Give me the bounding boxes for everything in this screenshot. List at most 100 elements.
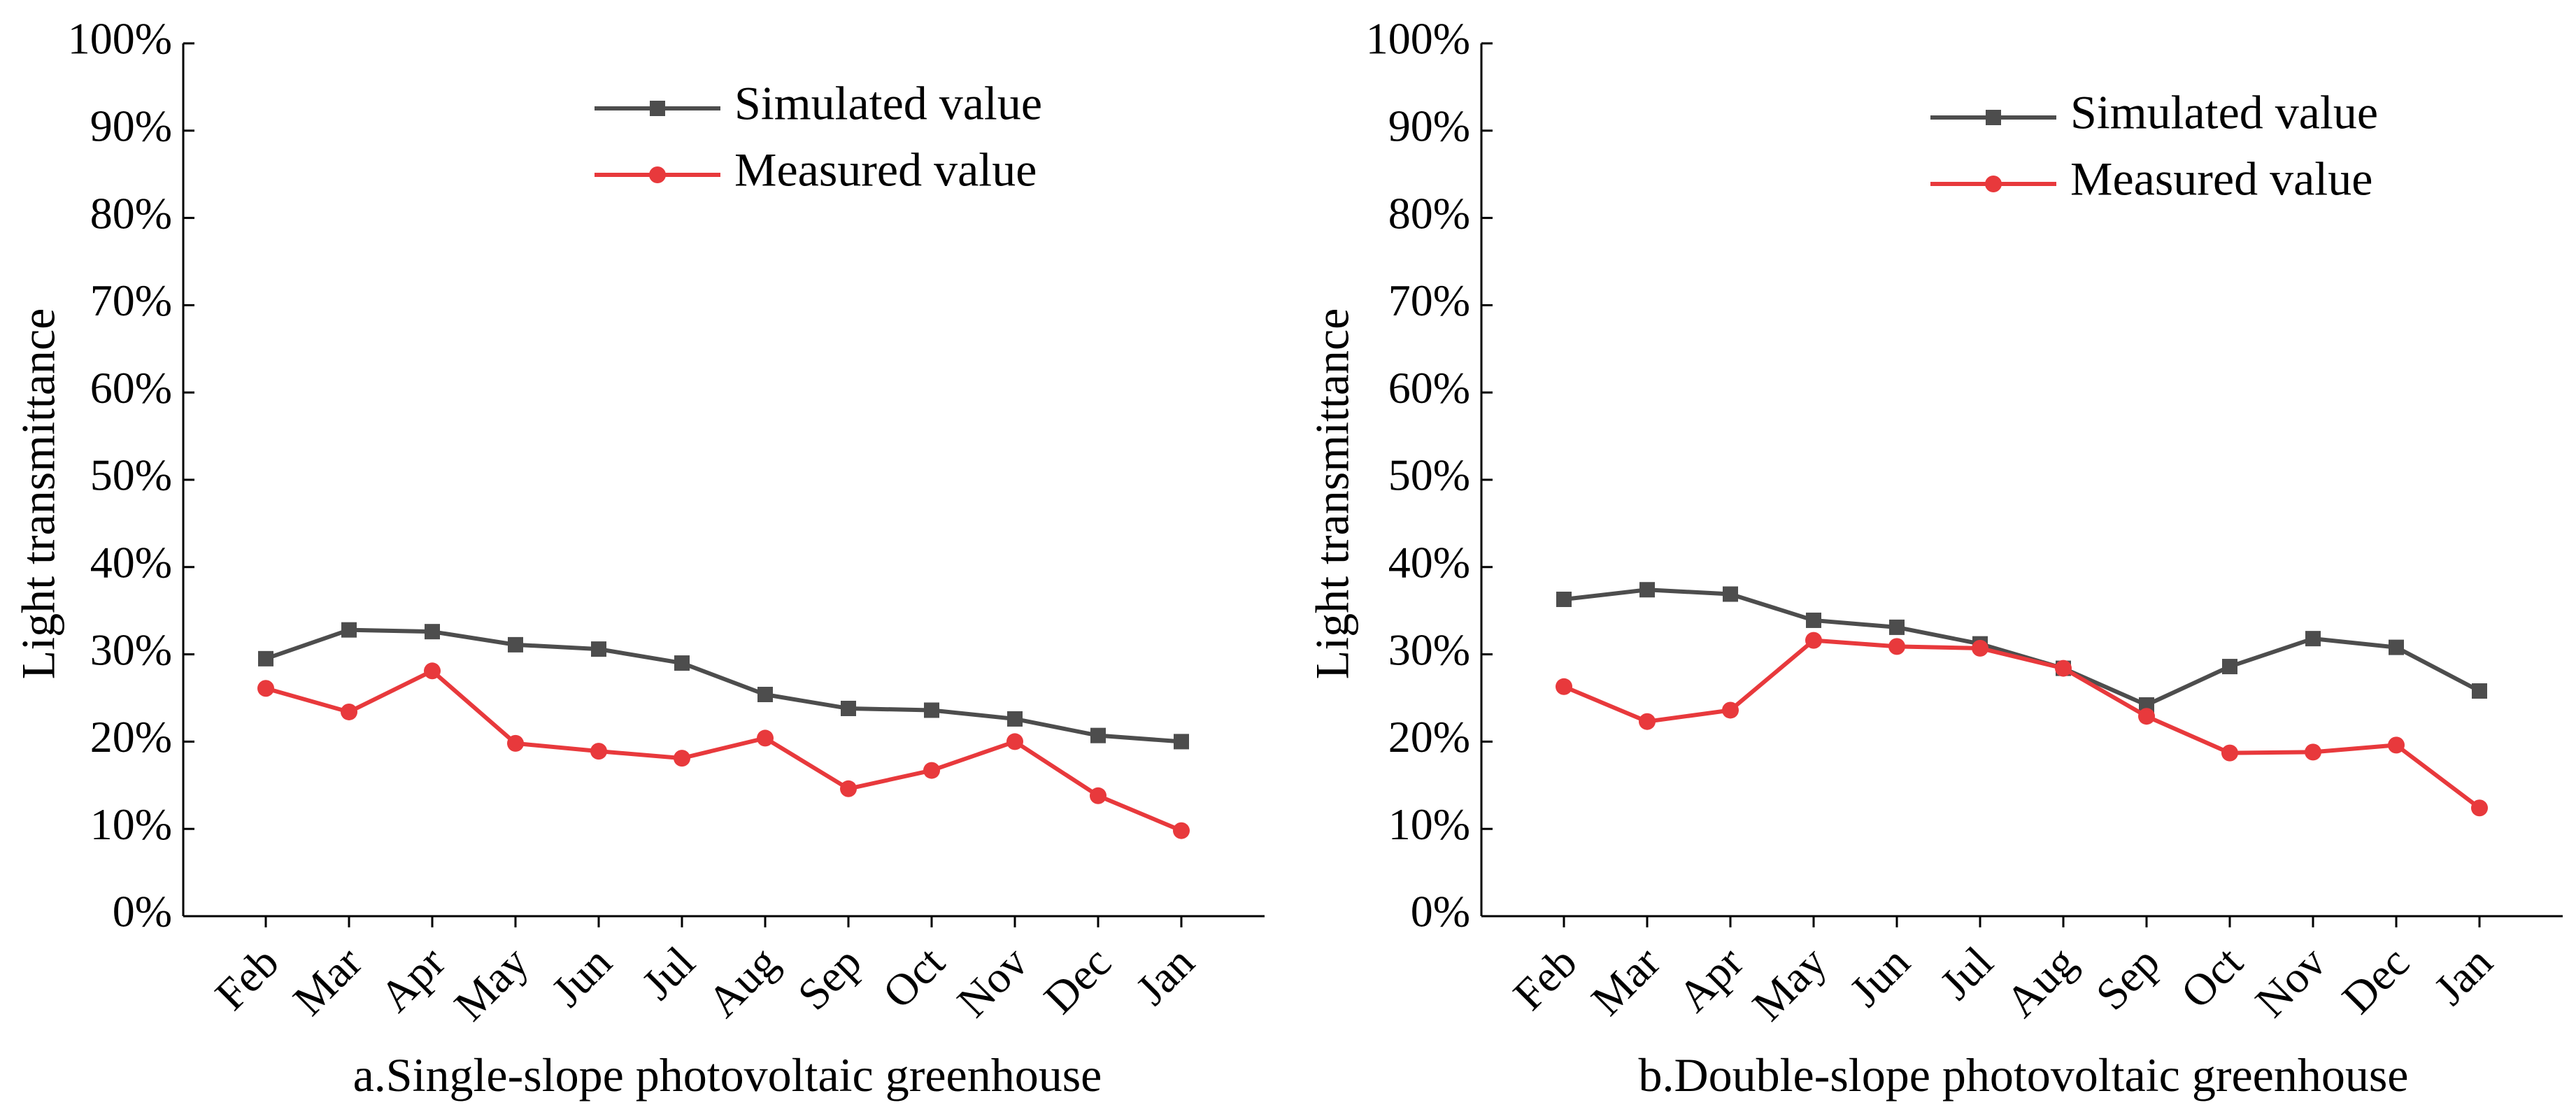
chart-a-x-tick-label: May bbox=[445, 937, 538, 1030]
chart-b-x-tick-label: Mar bbox=[1581, 937, 1670, 1025]
chart-a-simulated-value-point bbox=[425, 624, 440, 640]
chart-a-x-tick-label: Mar bbox=[283, 937, 371, 1025]
chart-a-simulated-value-point bbox=[841, 700, 856, 716]
chart-a-simulated-value-point bbox=[1174, 734, 1189, 750]
chart-b-y-tick-label: 20% bbox=[1388, 712, 1470, 762]
chart-a-simulated-value-point bbox=[591, 641, 606, 657]
chart-b-x-tick-label: Jan bbox=[2424, 937, 2502, 1015]
chart-a-simulated-value-point bbox=[674, 655, 690, 671]
chart-a-y-tick-label: 50% bbox=[90, 450, 172, 500]
chart-a-legend-square-icon bbox=[650, 101, 665, 116]
chart-b-measured-value-point bbox=[1888, 638, 1905, 655]
chart-b-x-tick-label: Sep bbox=[2086, 937, 2169, 1020]
chart-b-x-tick-label: Oct bbox=[2171, 937, 2252, 1018]
chart-b-legend-simulated-value: Simulated value bbox=[1930, 86, 2378, 139]
chart-b-legend-square-icon bbox=[1986, 110, 2001, 125]
chart-a-measured-value-point bbox=[674, 750, 690, 767]
chart-a-simulated-value-point bbox=[1090, 727, 1106, 743]
chart-a-y-tick-label: 70% bbox=[90, 276, 172, 325]
chart-a-simulated-value-point bbox=[1007, 711, 1023, 727]
chart-b-x-tick-label: Jul bbox=[1930, 937, 2002, 1009]
chart-a-measured-value-point bbox=[923, 762, 940, 779]
chart-a-y-tick-label: 0% bbox=[113, 887, 172, 936]
chart-b-y-tick-label: 100% bbox=[1366, 14, 1470, 64]
chart-b-simulated-value-point bbox=[1723, 586, 1738, 602]
chart-b-measured-value-point bbox=[1556, 678, 1572, 695]
chart-b-y-tick-label: 80% bbox=[1388, 188, 1470, 238]
chart-a-measured-value-point bbox=[1173, 822, 1190, 839]
chart-b-x-tick-label: Dec bbox=[2333, 937, 2419, 1023]
chart-a-x-tick-label: Jun bbox=[542, 937, 621, 1016]
chart-a-measured-value-point bbox=[257, 680, 274, 697]
chart-b-legend-measured-value: Measured value bbox=[1930, 152, 2372, 206]
chart-b-x-tick-label: Jun bbox=[1840, 937, 1919, 1016]
chart-a-y-tick-label: 10% bbox=[90, 799, 172, 849]
chart-a-y-axis-title: Light transmittance bbox=[12, 308, 65, 680]
chart-a-legend-circle-icon bbox=[649, 166, 666, 183]
chart-b-measured-value-point bbox=[1722, 701, 1739, 719]
chart-a-simulated-value-point bbox=[341, 622, 357, 638]
chart-b-simulated-value-point bbox=[1889, 619, 1905, 635]
chart-b-y-tick-label: 60% bbox=[1388, 363, 1470, 413]
chart-a-measured-value-point bbox=[757, 729, 774, 747]
chart-b-y-tick-label: 30% bbox=[1388, 625, 1470, 674]
chart-b-x-tick-label: Aug bbox=[1996, 937, 2086, 1027]
chart-b-y-tick-label: 40% bbox=[1388, 537, 1470, 587]
chart-b-simulated-value-point bbox=[2305, 631, 2321, 647]
chart-a-x-tick-label: Feb bbox=[206, 937, 288, 1020]
chart-a: 0%10%20%30%40%50%60%70%80%90%100%FebMarA… bbox=[12, 14, 1265, 1102]
chart-a-x-tick-label: Jul bbox=[632, 937, 704, 1009]
chart-a-x-tick-label: Jan bbox=[1126, 937, 1204, 1015]
chart-b-simulated-value-point bbox=[1806, 612, 1821, 628]
chart-a-measured-value-point bbox=[1006, 733, 1023, 750]
chart-a-y-tick-label: 20% bbox=[90, 712, 172, 762]
chart-a-simulated-value-point bbox=[508, 636, 523, 653]
chart-a-y-tick-label: 40% bbox=[90, 537, 172, 587]
chart-a-y-tick-label: 30% bbox=[90, 625, 172, 674]
chart-a-x-tick-label: Dec bbox=[1034, 937, 1120, 1023]
chart-a-legend-measured-value: Measured value bbox=[595, 143, 1037, 197]
chart-a-measured-value-point bbox=[1090, 787, 1106, 804]
chart-b-measured-value-point bbox=[1972, 639, 1988, 657]
chart-b-simulated-value-point bbox=[1639, 582, 1655, 598]
chart-b-y-tick-label: 10% bbox=[1388, 799, 1470, 849]
chart-a-measured-value-line bbox=[265, 669, 1183, 833]
chart-b-y-tick-label: 50% bbox=[1388, 450, 1470, 500]
chart-a-legend-simulated-value: Simulated value bbox=[595, 77, 1042, 130]
chart-b-x-tick-label: May bbox=[1743, 937, 1836, 1030]
chart-b-measured-value-point bbox=[1639, 713, 1656, 730]
chart-b-y-tick-label: 0% bbox=[1411, 887, 1470, 936]
chart-b-measured-value-point bbox=[2138, 708, 2155, 725]
chart-b-x-tick-label: Nov bbox=[2246, 937, 2335, 1027]
chart-b-legend-label: Measured value bbox=[2070, 152, 2372, 206]
chart-a-simulated-value-point bbox=[757, 687, 773, 703]
chart-b-simulated-value-point bbox=[2139, 697, 2154, 713]
chart-a-simulated-value-point bbox=[258, 650, 273, 667]
chart-a-y-tick-label: 80% bbox=[90, 188, 172, 238]
chart-a-x-tick-label: Apr bbox=[370, 937, 455, 1022]
chart-b-simulated-value-point bbox=[2472, 683, 2487, 699]
chart-b-measured-value-point bbox=[2305, 743, 2321, 761]
chart-b-y-tick-label: 90% bbox=[1388, 101, 1470, 150]
chart-a-measured-value-point bbox=[590, 743, 607, 760]
chart-a-x-tick-label: Sep bbox=[788, 937, 871, 1020]
chart-a-simulated-value-point bbox=[924, 702, 939, 718]
chart-a-x-tick-label: Oct bbox=[873, 937, 954, 1018]
chart-b-simulated-value-point bbox=[1556, 591, 1572, 607]
chart-a-y-tick-label: 100% bbox=[68, 14, 172, 64]
chart-a-y-tick-label: 90% bbox=[90, 101, 172, 150]
chart-b-simulated-value-line bbox=[1563, 587, 2481, 707]
chart-b-y-tick-label: 70% bbox=[1388, 276, 1470, 325]
chart-a-measured-value-point bbox=[341, 703, 357, 720]
chart-a-measured-value-point bbox=[424, 662, 441, 680]
chart-a-legend-label: Simulated value bbox=[734, 77, 1042, 130]
chart-a-measured-value-point bbox=[507, 734, 524, 752]
chart-b-caption: b.Double-slope photovoltaic greenhouse bbox=[1639, 1048, 2409, 1102]
chart-b-y-axis-title: Light transmittance bbox=[1306, 308, 1359, 680]
chart-b-legend-label: Simulated value bbox=[2070, 86, 2378, 139]
chart-a-measured-value-point bbox=[840, 780, 857, 797]
chart-b-measured-value-point bbox=[2388, 736, 2405, 754]
chart-b-x-tick-label: Apr bbox=[1668, 937, 1753, 1022]
chart-b-measured-value-point bbox=[2221, 744, 2238, 762]
